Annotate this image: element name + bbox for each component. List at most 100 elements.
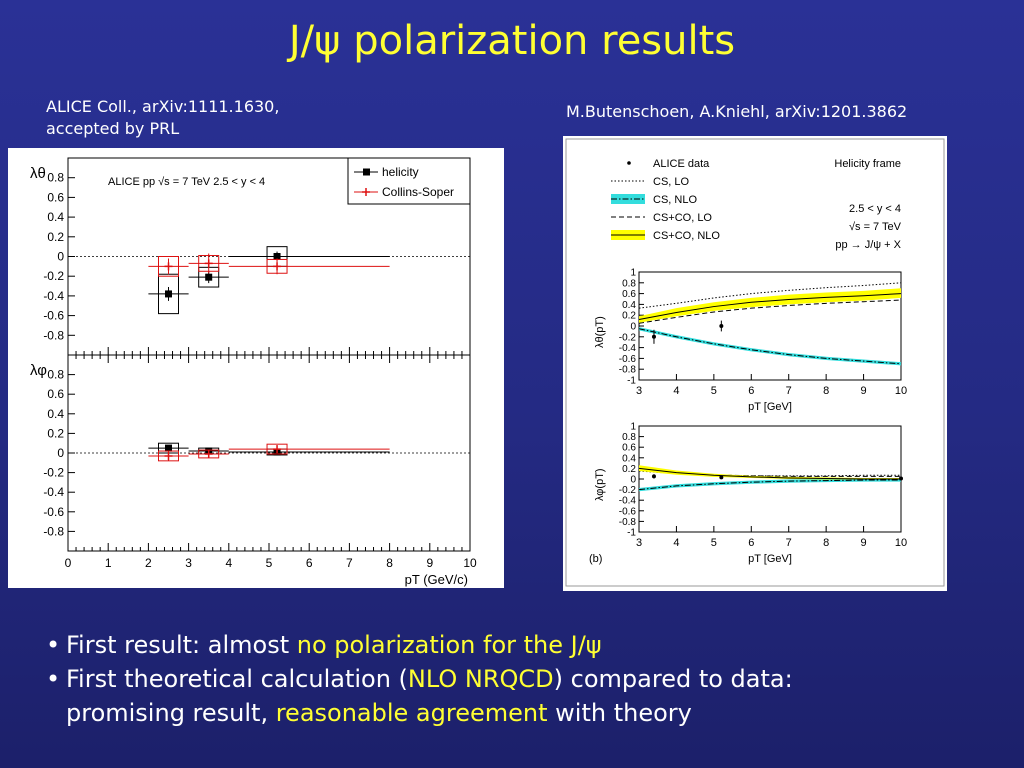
y-tick-label: 0.4 [622, 300, 636, 311]
y-tick-label: 0.2 [622, 464, 636, 475]
x-tick-label: 9 [426, 556, 433, 570]
theory-curve [638, 293, 902, 321]
y-tick-label: -0.8 [43, 524, 64, 538]
bullet-highlight: reasonable agreement [275, 699, 548, 727]
legend-label: CS, LO [653, 176, 690, 188]
x-tick-label: 0 [65, 556, 72, 570]
bullet-text-part: promising result, [66, 699, 276, 727]
x-tick-label: 4 [673, 385, 679, 397]
legend-box [347, 157, 471, 205]
y-axis-label: λθ(pT) [594, 316, 606, 348]
panel-label: (b) [589, 553, 602, 565]
bullet-text-part: First theoretical calculation ( [66, 665, 408, 693]
y-tick-label: -0.4 [619, 496, 637, 507]
y-tick-label: 0 [630, 322, 636, 333]
y-tick-label: -0.4 [619, 343, 637, 354]
y-tick-label: -1 [627, 376, 636, 387]
data-point [164, 262, 173, 271]
chart-annotation: pp → J/ψ + X [835, 239, 901, 251]
bullet-text-part: ) compared to data: [553, 665, 793, 693]
x-tick-label: 10 [895, 537, 907, 549]
legend-label: CS+CO, LO [653, 212, 712, 224]
y-tick-label: 0.2 [47, 426, 64, 440]
x-tick-label: 5 [266, 556, 273, 570]
x-axis-label: pT [GeV] [748, 401, 792, 413]
y-tick-label: 0.4 [47, 210, 64, 224]
x-tick-label: 4 [673, 537, 679, 549]
y-tick-label: 0.6 [622, 443, 636, 454]
bullet-text: First result: almost no polarization for… [66, 628, 602, 662]
x-tick-label: 7 [786, 385, 792, 397]
theory-chart: ALICE data CS, LO CS, NLO CS+CO, LO CS+CO, N… [565, 138, 945, 587]
y-tick-label: 0.6 [622, 289, 636, 300]
y-tick-label: -0.2 [43, 466, 64, 480]
x-axis-label: pT (GeV/c) [405, 572, 468, 587]
slide-title: J/ψ polarization results [288, 18, 736, 64]
right-citation: M.Butenschoen, A.Kniehl, arXiv:1201.3862 [566, 102, 908, 121]
y-tick-label: 0.6 [47, 190, 64, 204]
data-point [273, 262, 282, 271]
y-tick-label: -0.8 [619, 365, 637, 376]
bullet-highlight: NLO NRQCD [407, 665, 554, 693]
y-tick-label: -0.2 [43, 269, 64, 283]
bullet-item-1: • First result: almost no polarization f… [46, 628, 793, 662]
y-tick-label: 0.6 [47, 387, 64, 401]
data-point [651, 474, 656, 479]
y-tick-label: 0 [57, 446, 64, 460]
data-point [205, 273, 213, 281]
y-tick-label: -0.8 [43, 328, 64, 342]
bullet-text: First theoretical calculation (NLO NRQCD… [66, 662, 793, 730]
theory-curve [638, 467, 901, 480]
y-tick-label: 0.8 [622, 278, 636, 289]
y-tick-label: -1 [627, 528, 636, 539]
x-tick-label: 8 [823, 537, 829, 549]
chart-annotation: √s = 7 TeV [849, 221, 902, 233]
data-point [651, 334, 656, 339]
bullet-marker: • [46, 665, 61, 693]
x-tick-label: 2 [145, 556, 152, 570]
bullet-highlight: no polarization for the J/ψ [296, 631, 602, 659]
x-tick-label: 9 [861, 537, 867, 549]
data-point [899, 476, 903, 481]
x-tick-label: 8 [823, 385, 829, 397]
y-tick-label: -0.8 [619, 517, 637, 528]
y-axis-label: λφ(pT) [594, 468, 606, 501]
data-point [273, 445, 282, 454]
x-tick-label: 6 [748, 537, 754, 549]
legend-label: Collins-Soper [382, 185, 454, 199]
data-point [273, 253, 281, 260]
y-axis-label: λφ [30, 362, 47, 379]
y-tick-label: 0.4 [622, 453, 636, 464]
y-tick-label: -0.6 [43, 505, 64, 519]
x-tick-label: 5 [711, 537, 717, 549]
x-tick-label: 4 [225, 556, 232, 570]
y-tick-label: 0.8 [47, 368, 64, 382]
y-tick-label: -0.2 [619, 485, 637, 496]
bullet-text-part: with theory [547, 699, 692, 727]
data-point [164, 451, 173, 460]
y-tick-label: 0 [630, 475, 636, 486]
legend-label: helicity [382, 165, 419, 179]
y-tick-label: 1 [630, 268, 636, 279]
legend-marker [627, 161, 631, 165]
data-point [204, 449, 213, 458]
x-tick-label: 3 [636, 385, 642, 397]
bullet-item-2: • First theoretical calculation (NLO NRQ… [46, 662, 793, 730]
uncertainty-band [639, 465, 901, 480]
data-point [165, 290, 172, 298]
y-tick-label: -0.4 [43, 289, 64, 303]
bullet-marker: • [46, 631, 61, 659]
chart-annotation: 2.5 < y < 4 [849, 203, 901, 215]
y-tick-label: -0.2 [619, 332, 637, 343]
y-tick-label: 0.4 [47, 407, 64, 421]
y-tick-label: -0.4 [43, 485, 64, 499]
x-tick-label: 8 [386, 556, 393, 570]
theory-curve [638, 470, 901, 477]
x-tick-label: 1 [105, 556, 112, 570]
y-tick-label: 1 [630, 422, 636, 433]
legend-marker [363, 168, 370, 176]
data-point [165, 444, 172, 452]
theory-figure: ALICE data CS, LO CS, NLO CS+CO, LO CS+CO, N… [563, 136, 947, 591]
y-axis-label: λθ [30, 165, 46, 182]
alice-figure: 0.8 0.6 0.4 0.2 0 -0.2 -0.4 -0.6 -0.8 λθ 0.8 0.6 0.4… [8, 148, 504, 588]
